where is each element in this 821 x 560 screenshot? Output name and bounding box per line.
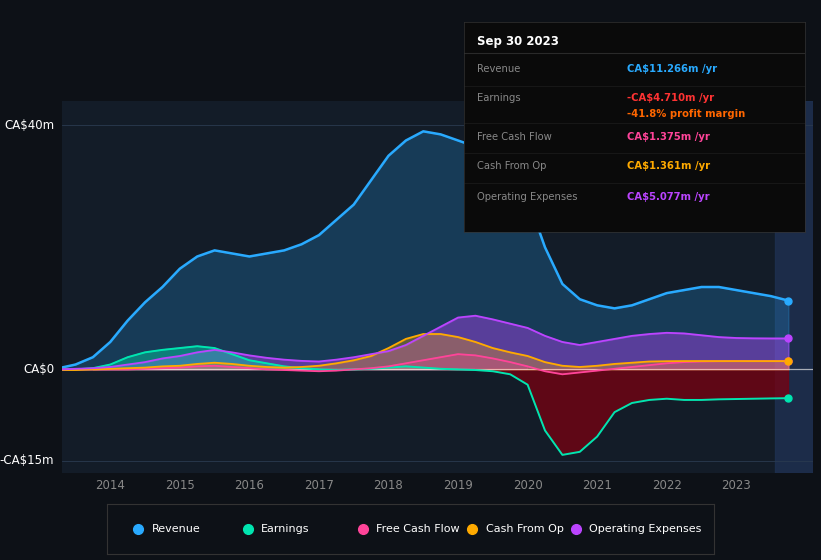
Text: Cash From Op: Cash From Op [486, 524, 564, 534]
Text: CA$11.266m /yr: CA$11.266m /yr [627, 64, 718, 73]
Text: Operating Expenses: Operating Expenses [478, 192, 578, 202]
Text: Earnings: Earnings [261, 524, 310, 534]
Text: -41.8% profit margin: -41.8% profit margin [627, 109, 745, 119]
Text: Free Cash Flow: Free Cash Flow [377, 524, 460, 534]
Text: CA$1.375m /yr: CA$1.375m /yr [627, 132, 710, 142]
Text: Cash From Op: Cash From Op [478, 161, 547, 171]
Text: Free Cash Flow: Free Cash Flow [478, 132, 553, 142]
Text: Revenue: Revenue [478, 64, 521, 73]
Text: Operating Expenses: Operating Expenses [589, 524, 701, 534]
Text: -CA$15m: -CA$15m [0, 455, 54, 468]
Text: CA$0: CA$0 [23, 363, 54, 376]
Text: Revenue: Revenue [152, 524, 200, 534]
Text: CA$40m: CA$40m [4, 119, 54, 132]
Text: -CA$4.710m /yr: -CA$4.710m /yr [627, 93, 714, 103]
Text: CA$1.361m /yr: CA$1.361m /yr [627, 161, 710, 171]
Bar [774, 101, 813, 473]
Text: Sep 30 2023: Sep 30 2023 [478, 35, 559, 48]
Text: CA$5.077m /yr: CA$5.077m /yr [627, 192, 710, 202]
Text: Earnings: Earnings [478, 93, 521, 103]
